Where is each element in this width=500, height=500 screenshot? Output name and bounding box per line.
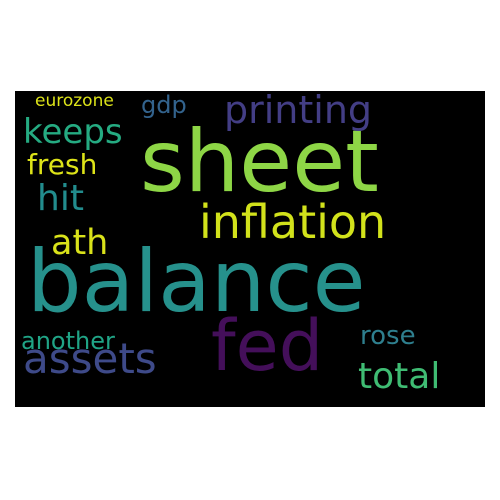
word-assets: assets — [23, 334, 157, 383]
word-hit: hit — [37, 178, 84, 219]
word-another: another — [21, 327, 115, 355]
word-eurozone: eurozone — [35, 91, 114, 111]
word-cloud: balance sheet inflation fed assets print… — [15, 91, 485, 407]
word-balance: balance — [27, 232, 366, 332]
word-printing: printing — [224, 91, 373, 132]
word-fed: fed — [211, 305, 324, 387]
word-sheet: sheet — [140, 112, 379, 212]
word-fresh: fresh — [27, 148, 98, 181]
word-gdp: gdp — [141, 91, 187, 119]
word-inflation: inflation — [199, 195, 387, 249]
word-keeps: keeps — [23, 112, 123, 152]
word-rose: rose — [360, 321, 416, 351]
word-ath: ath — [51, 223, 109, 263]
word-total: total — [358, 356, 441, 397]
